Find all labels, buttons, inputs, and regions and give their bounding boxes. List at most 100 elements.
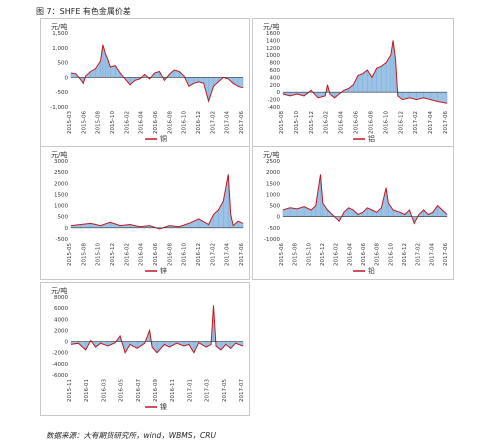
y-tick-label: -1000 [264, 237, 280, 243]
x-tick-label: 2017-05 [222, 379, 228, 402]
x-tick-label: 2015-08 [96, 111, 102, 134]
chart-panel-aluminum: 元/吨 1600 1400 1200 1000 800 600 400 200 0 -200 -400… [252, 18, 454, 148]
x-tick-label: 2015-11 [67, 379, 73, 402]
x-tick-label: 2016-02 [124, 243, 130, 266]
y-tick-label: 2500 [266, 159, 280, 165]
x-tick-label: 2017-04 [225, 243, 231, 266]
x-tick-label: 2016-02 [334, 243, 340, 266]
chart-panel-zinc: 元/吨 3000 2500 2000 1500 1000 500 0 -500 2015-05 20… [40, 146, 250, 280]
x-tick-label: 2017-04 [225, 111, 231, 134]
unit-label: 元/吨 [51, 22, 67, 31]
x-tick-label: 2016-08 [368, 111, 374, 134]
y-tick-label: -500 [56, 237, 69, 243]
x-tick-label: 2016-12 [398, 111, 404, 134]
x-tick-label: 2017-02 [210, 111, 216, 134]
x-tick-label: 2016-06 [354, 111, 360, 134]
unit-label: 元/吨 [263, 22, 279, 31]
y-tick-label: 600 [270, 68, 281, 74]
y-tick-label: -200 [268, 98, 281, 104]
x-tick-label: 2015-06 [81, 111, 87, 134]
y-tick-label: 500 [58, 61, 69, 67]
x-tick-label: 2016-10 [388, 243, 394, 266]
x-tick-label: 2016-06 [153, 243, 159, 266]
y-tick-label: 500 [58, 215, 69, 221]
x-tick-label: 2015-10 [306, 243, 312, 266]
x-tick-label: 2015-10 [96, 243, 102, 266]
y-tick-label: 200 [270, 83, 281, 89]
x-tick-label: 2016-04 [139, 243, 145, 266]
x-tick-label: 2017-06 [239, 243, 245, 266]
y-tick-label: 1500 [54, 192, 68, 198]
x-tick-label: 2017-07 [239, 379, 245, 402]
y-tick-label: 1000 [266, 53, 280, 59]
x-tick-label: 2016-10 [182, 111, 188, 134]
series-line [282, 40, 448, 104]
x-tick-label: 2015-12 [309, 111, 315, 134]
y-tick-label: 2000 [266, 170, 280, 176]
x-tick-label: 2016-12 [402, 243, 408, 266]
y-tick-label: 2000 [54, 181, 68, 187]
x-tick-label: 2016-06 [153, 111, 159, 134]
x-tick-label: 2015-10 [294, 111, 300, 134]
x-tick-label: 2017-01 [187, 379, 193, 402]
x-tick-label: 2016-10 [182, 243, 188, 266]
x-tick-label: 2016-08 [167, 243, 173, 266]
source-note: 数据来源：大有期货研究所，wind，WBMS，CRU [46, 431, 216, 440]
y-tick-label: 1000 [54, 204, 68, 210]
y-tick-label: 3000 [54, 159, 68, 165]
series-line [70, 305, 244, 354]
x-tick-label: 2017-06 [443, 243, 449, 266]
legend-label: 铜 [160, 134, 167, 143]
y-tick-label: -4000 [52, 362, 68, 368]
x-tick-label: 2015-08 [279, 111, 285, 134]
series-area [283, 174, 447, 224]
x-tick-label: 2017-04 [429, 243, 435, 266]
y-tick-label: 1200 [266, 46, 280, 52]
x-tick-label: 2017-04 [428, 111, 434, 134]
series-line [70, 174, 244, 230]
x-tick-label: 2017-06 [443, 111, 449, 134]
x-tick-label: 2015-05 [67, 243, 73, 266]
legend-label: 铅 [368, 266, 375, 275]
x-tick-label: 2016-02 [124, 111, 130, 134]
x-tick-label: 2015-08 [81, 243, 87, 266]
y-tick-label: 1400 [266, 38, 280, 44]
y-tick-label: 1,000 [52, 46, 68, 52]
y-tick-label: 1500 [266, 181, 280, 187]
y-tick-label: -2000 [52, 351, 68, 357]
y-tick-label: -500 [56, 90, 69, 96]
y-tick-label: -6000 [52, 373, 68, 379]
y-tick-label: 0 [65, 75, 69, 81]
y-tick-label: 2000 [54, 328, 68, 334]
x-tick-label: 2016-01 [84, 379, 90, 402]
x-tick-label: 2015-06 [279, 243, 285, 266]
x-tick-label: 2016-02 [324, 111, 330, 134]
x-tick-label: 2017-02 [413, 111, 419, 134]
x-tick-label: 2016-07 [136, 379, 142, 402]
x-tick-label: 2016-09 [153, 379, 159, 402]
x-tick-label: 2016-12 [196, 243, 202, 266]
x-tick-label: 2016-10 [383, 111, 389, 134]
y-tick-label: -500 [268, 226, 281, 232]
legend-label: 锌 [160, 266, 167, 275]
x-tick-label: 2016-08 [167, 111, 173, 134]
x-tick-label: 2016-06 [361, 243, 367, 266]
y-tick-label: 800 [270, 61, 281, 67]
y-tick-label: 0 [277, 90, 281, 96]
x-tick-label: 2016-04 [139, 111, 145, 134]
y-tick-label: 2500 [54, 170, 68, 176]
x-tick-label: 2016-08 [375, 243, 381, 266]
x-tick-label: 2015-03 [67, 111, 73, 134]
legend-label: 镍 [160, 402, 167, 411]
y-tick-label: 1,500 [52, 31, 68, 37]
chart-panel-nickel: 元/吨 8000 6000 4000 2000 0 -2000 -4000 -6000 2015-… [40, 282, 250, 416]
chart-panel-lead: 元/吨 2500 2000 1500 1000 500 0 -500 -1000 2015-06 2… [252, 146, 454, 280]
series-line [282, 174, 448, 225]
series-area [71, 174, 243, 229]
x-tick-label: 2015-12 [320, 243, 326, 266]
x-tick-label: 2017-06 [239, 111, 245, 134]
x-tick-label: 2017-03 [205, 379, 211, 402]
